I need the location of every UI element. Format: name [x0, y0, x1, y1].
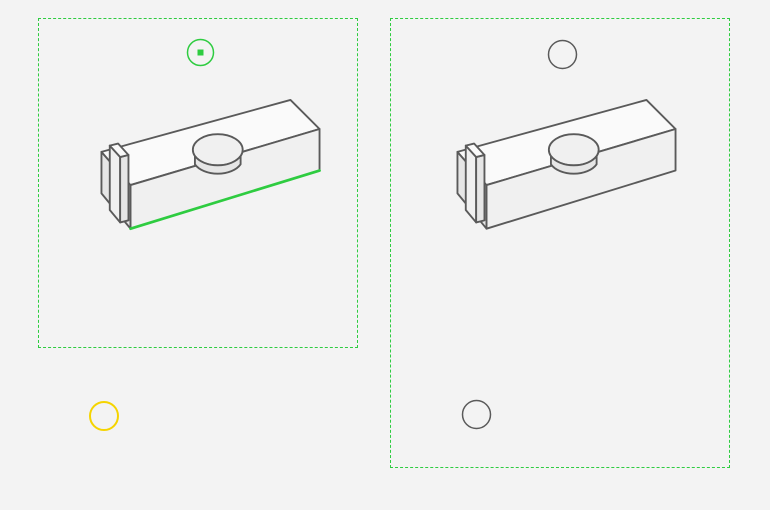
marker-green-dot: [184, 36, 217, 74]
diagram-canvas: [0, 0, 770, 510]
part-right: [418, 58, 688, 313]
part-left: [62, 58, 332, 313]
marker-yellow: [86, 398, 122, 439]
marker-black-top: [545, 37, 580, 77]
marker-black-bottom: [459, 397, 494, 437]
